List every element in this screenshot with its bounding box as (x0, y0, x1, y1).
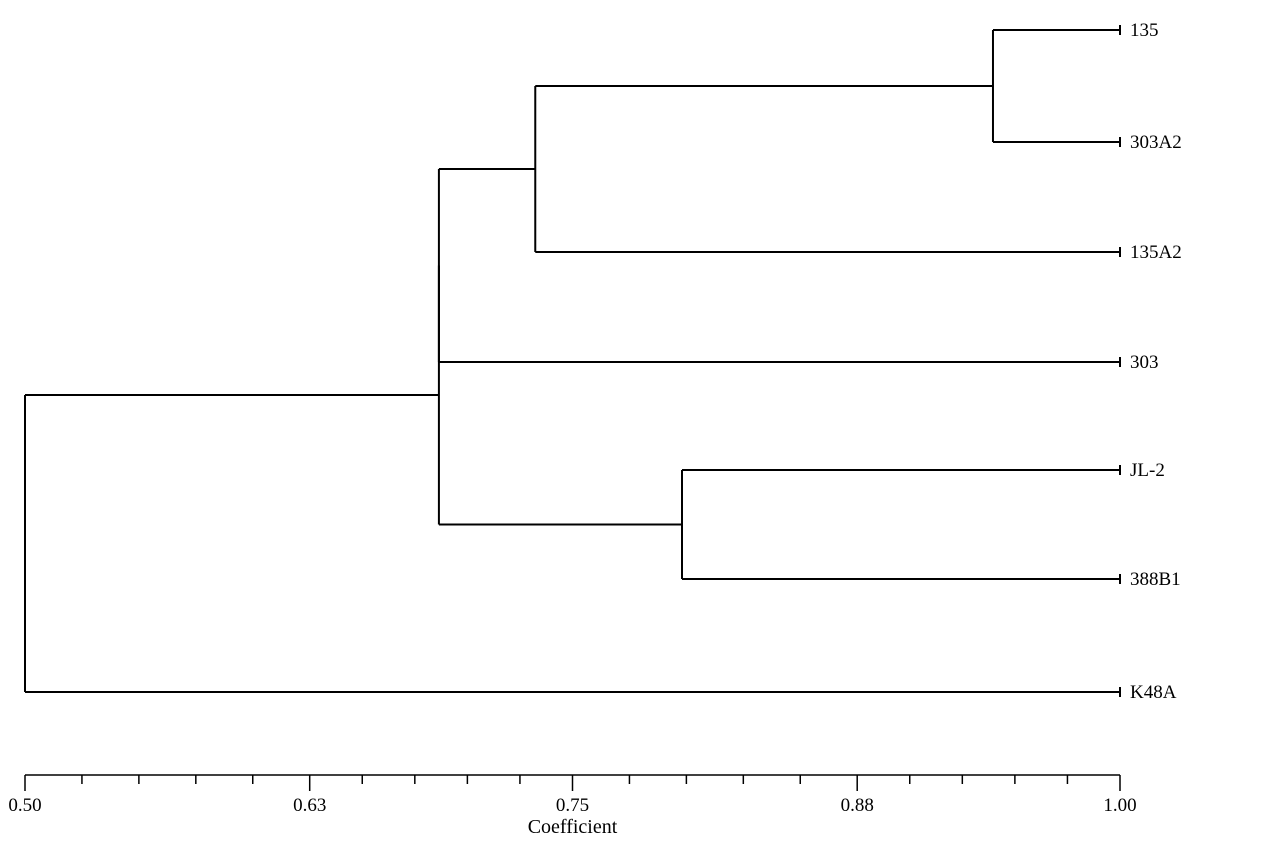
axis-title: Coefficient (528, 816, 618, 838)
axis-tick-label: 0.50 (8, 795, 41, 816)
axis-tick-label: 1.00 (1103, 795, 1136, 816)
leaf-label: 135A2 (1130, 242, 1182, 263)
leaf-label: JL-2 (1130, 460, 1165, 481)
leaf-label: 388B1 (1130, 569, 1181, 590)
leaf-label: 303A2 (1130, 132, 1182, 153)
dendrogram-chart: 135303A2135A2303JL-2388B1K48A 0.500.630.… (0, 0, 1262, 848)
axis-tick-label: 0.88 (841, 795, 874, 816)
dendrogram-branches (25, 25, 1120, 697)
x-axis: 0.50 0.63 0.75 0.88 1.00 Coefficient (8, 775, 1136, 838)
leaf-label: 303 (1130, 352, 1159, 373)
axis-tick-label: 0.75 (556, 795, 589, 816)
leaf-label: 135 (1130, 20, 1159, 41)
axis-tick-label: 0.63 (293, 795, 326, 816)
leaf-label: K48A (1130, 682, 1177, 703)
leaf-labels-group: 135 303A2 135A2 303 JL-2 388B1 K48A (1130, 20, 1182, 703)
